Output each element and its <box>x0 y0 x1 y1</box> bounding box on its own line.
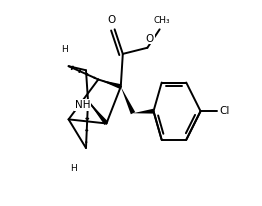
Polygon shape <box>133 109 154 114</box>
Text: Cl: Cl <box>219 106 229 116</box>
Text: H: H <box>61 45 68 54</box>
Text: NH: NH <box>75 100 90 110</box>
Text: O: O <box>107 15 116 25</box>
Text: CH₃: CH₃ <box>153 16 170 25</box>
Polygon shape <box>88 101 108 125</box>
Text: O: O <box>146 34 154 43</box>
Text: H: H <box>70 164 77 173</box>
Polygon shape <box>98 80 122 89</box>
Polygon shape <box>121 87 135 114</box>
